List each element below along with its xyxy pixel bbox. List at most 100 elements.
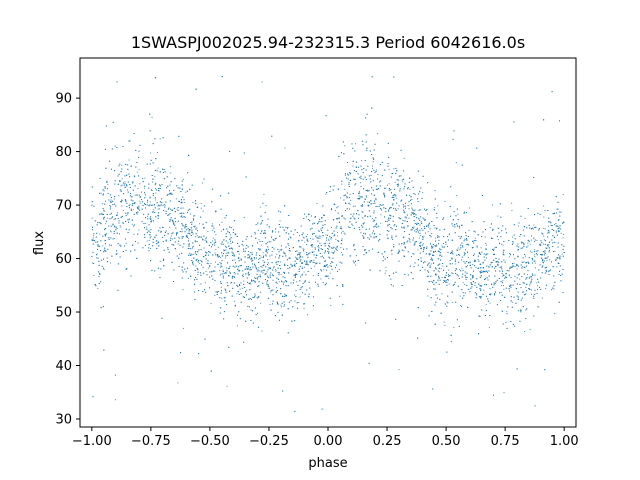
data-point: [404, 273, 406, 275]
data-point: [258, 267, 260, 269]
data-point: [259, 249, 261, 251]
data-point: [489, 227, 491, 229]
data-point: [218, 255, 220, 257]
data-point: [325, 115, 327, 117]
data-point: [304, 213, 306, 215]
data-point: [427, 213, 429, 215]
data-point: [505, 287, 507, 289]
data-point: [172, 219, 174, 221]
data-point: [523, 266, 525, 268]
data-point: [324, 220, 326, 222]
data-point: [463, 254, 465, 256]
data-point: [474, 260, 476, 262]
data-point: [314, 265, 316, 267]
data-point: [345, 203, 347, 205]
data-point: [367, 216, 369, 218]
data-point: [375, 206, 377, 208]
data-point: [427, 288, 429, 290]
data-point: [265, 250, 267, 252]
data-point: [163, 249, 165, 251]
data-point: [563, 233, 565, 235]
data-point: [271, 254, 273, 256]
data-point: [473, 240, 475, 242]
data-point: [261, 230, 263, 232]
data-point: [138, 169, 140, 171]
data-point: [365, 179, 367, 181]
data-point: [324, 275, 326, 277]
data-point: [440, 249, 442, 251]
data-point: [137, 233, 139, 235]
data-point: [148, 224, 150, 226]
data-point: [479, 315, 481, 317]
data-point: [476, 278, 478, 280]
data-point: [493, 282, 495, 284]
data-point: [301, 292, 303, 294]
data-point: [413, 226, 415, 228]
data-point: [398, 249, 400, 251]
data-point: [211, 223, 213, 225]
data-point: [454, 281, 456, 283]
data-point: [487, 298, 489, 300]
data-point: [541, 266, 543, 268]
data-point: [323, 243, 325, 245]
data-point: [247, 254, 249, 256]
data-point: [375, 236, 377, 238]
data-point: [267, 262, 269, 264]
data-point: [351, 143, 353, 145]
data-point: [309, 228, 311, 230]
data-point: [152, 181, 154, 183]
data-point: [149, 130, 151, 132]
data-point: [103, 218, 105, 220]
data-point: [114, 145, 116, 147]
data-point: [112, 121, 114, 123]
data-point: [542, 262, 544, 264]
data-point: [361, 140, 363, 142]
data-point: [365, 228, 367, 230]
data-point: [148, 239, 150, 241]
data-point: [385, 270, 387, 272]
data-point: [428, 271, 429, 273]
data-point: [97, 257, 99, 259]
data-point: [511, 306, 513, 308]
data-point: [410, 199, 412, 201]
data-point: [537, 285, 539, 287]
data-point: [369, 234, 371, 236]
data-point: [531, 262, 533, 264]
data-point: [161, 198, 163, 200]
data-point: [390, 250, 392, 252]
data-point: [282, 281, 284, 283]
data-point: [234, 266, 236, 268]
data-point: [494, 282, 496, 284]
data-point: [455, 258, 457, 260]
data-point: [271, 246, 273, 248]
data-point: [559, 270, 561, 272]
data-point: [182, 271, 184, 273]
data-point: [411, 198, 413, 200]
data-point: [127, 213, 129, 215]
data-point: [312, 223, 314, 225]
data-point: [559, 265, 561, 267]
data-point: [452, 138, 454, 140]
data-point: [325, 239, 327, 241]
data-point: [312, 305, 314, 307]
data-point: [182, 236, 184, 238]
data-point: [223, 272, 225, 274]
data-point: [95, 285, 97, 287]
data-point: [485, 229, 486, 231]
data-point: [380, 180, 382, 182]
data-point: [144, 177, 146, 179]
data-point: [552, 250, 554, 252]
data-point: [293, 234, 295, 236]
data-point: [107, 183, 109, 185]
data-point: [534, 293, 536, 295]
data-point: [330, 209, 332, 211]
data-point: [506, 277, 508, 279]
data-point: [148, 250, 150, 252]
data-point: [185, 226, 187, 228]
data-point: [305, 274, 307, 276]
data-point: [200, 283, 202, 285]
data-point: [314, 247, 316, 249]
data-point: [345, 202, 347, 204]
data-point: [227, 231, 229, 233]
data-point: [303, 308, 305, 310]
